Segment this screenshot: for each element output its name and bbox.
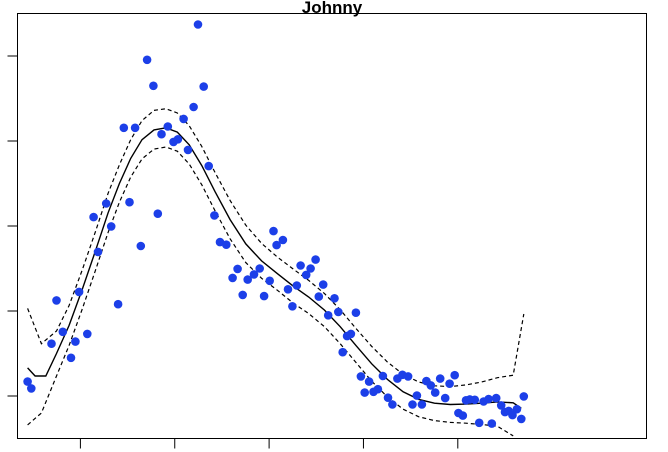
data-point-62 (360, 388, 370, 397)
data-point-87 (474, 418, 484, 428)
lower-band-line (27, 146, 514, 437)
data-point-2 (47, 339, 56, 349)
data-point-91 (491, 393, 501, 403)
data-point-95 (508, 410, 517, 420)
data-point-96 (512, 404, 522, 414)
data-point-54 (323, 311, 333, 320)
data-point-68 (388, 400, 397, 409)
data-point-40 (259, 291, 269, 301)
data-point-8 (83, 329, 92, 339)
data-point-25 (179, 114, 188, 124)
data-point-39 (255, 264, 264, 273)
data-point-1 (27, 384, 36, 393)
axes (7, 55, 459, 449)
data-point-76 (426, 381, 436, 390)
fit-line (27, 127, 522, 409)
data-point-36 (238, 290, 247, 300)
data-point-41 (265, 276, 275, 286)
data-point-33 (222, 240, 231, 249)
data-point-73 (412, 391, 422, 400)
data-point-66 (378, 371, 388, 381)
data-point-74 (417, 400, 427, 409)
data-point-29 (199, 82, 208, 91)
data-point-80 (445, 379, 454, 389)
data-point-50 (306, 264, 315, 273)
data-point-71 (403, 372, 413, 381)
data-point-77 (430, 388, 440, 397)
data-point-44 (278, 235, 288, 245)
data-point-26 (183, 145, 193, 155)
data-point-97 (517, 414, 526, 424)
data-point-45 (283, 285, 293, 294)
data-point-19 (149, 81, 158, 91)
data-point-46 (288, 302, 297, 311)
data-point-38 (249, 270, 259, 279)
data-point-30 (204, 161, 213, 171)
data-point-81 (450, 370, 460, 380)
data-point-72 (408, 400, 417, 409)
data-point-7 (74, 287, 84, 297)
data-point-65 (373, 384, 383, 394)
data-point-17 (136, 241, 146, 251)
chart-title: Johnny (302, 0, 363, 17)
data-point-9 (89, 212, 98, 222)
data-point-0 (23, 377, 32, 386)
data-point-63 (364, 377, 374, 386)
data-point-5 (66, 353, 76, 363)
data-point-59 (346, 329, 356, 339)
data-point-48 (296, 261, 305, 270)
data-point-35 (233, 264, 242, 274)
data-point-11 (101, 199, 111, 208)
data-point-37 (243, 275, 252, 284)
data-point-43 (272, 240, 281, 250)
data-point-53 (318, 280, 328, 289)
data-point-55 (330, 294, 339, 303)
data-point-18 (142, 55, 152, 65)
data-point-6 (71, 337, 80, 346)
data-point-90 (487, 419, 497, 428)
data-point-83 (458, 411, 468, 420)
data-point-4 (58, 327, 68, 337)
data-point-57 (338, 347, 348, 357)
fit-line-group (27, 127, 522, 409)
data-point-92 (496, 401, 506, 410)
data-point-47 (292, 281, 302, 290)
data-point-3 (52, 296, 61, 305)
data-point-42 (269, 226, 278, 236)
data-point-13 (113, 299, 123, 309)
data-point-78 (435, 374, 445, 383)
data-point-56 (334, 307, 343, 317)
data-point-31 (210, 211, 219, 220)
data-point-10 (93, 247, 103, 257)
data-point-14 (119, 123, 129, 133)
data-point-20 (153, 209, 163, 218)
data-point-51 (311, 255, 320, 264)
data-point-49 (301, 270, 311, 280)
data-point-67 (383, 393, 393, 403)
data-point-12 (106, 222, 116, 231)
data-point-86 (470, 395, 480, 405)
data-point-79 (440, 393, 450, 403)
data-point-28 (193, 20, 203, 29)
data-point-61 (356, 372, 366, 381)
data-point-89 (484, 394, 493, 404)
data-point-15 (125, 197, 134, 207)
data-point-34 (228, 273, 237, 283)
data-point-16 (130, 123, 140, 133)
data-point-27 (189, 102, 198, 112)
data-point-21 (157, 129, 166, 139)
data-point-60 (351, 308, 361, 318)
data-point-22 (163, 122, 173, 131)
data-points (23, 20, 529, 428)
data-point-52 (314, 292, 324, 301)
data-point-24 (173, 135, 183, 144)
data-point-98 (519, 392, 529, 401)
